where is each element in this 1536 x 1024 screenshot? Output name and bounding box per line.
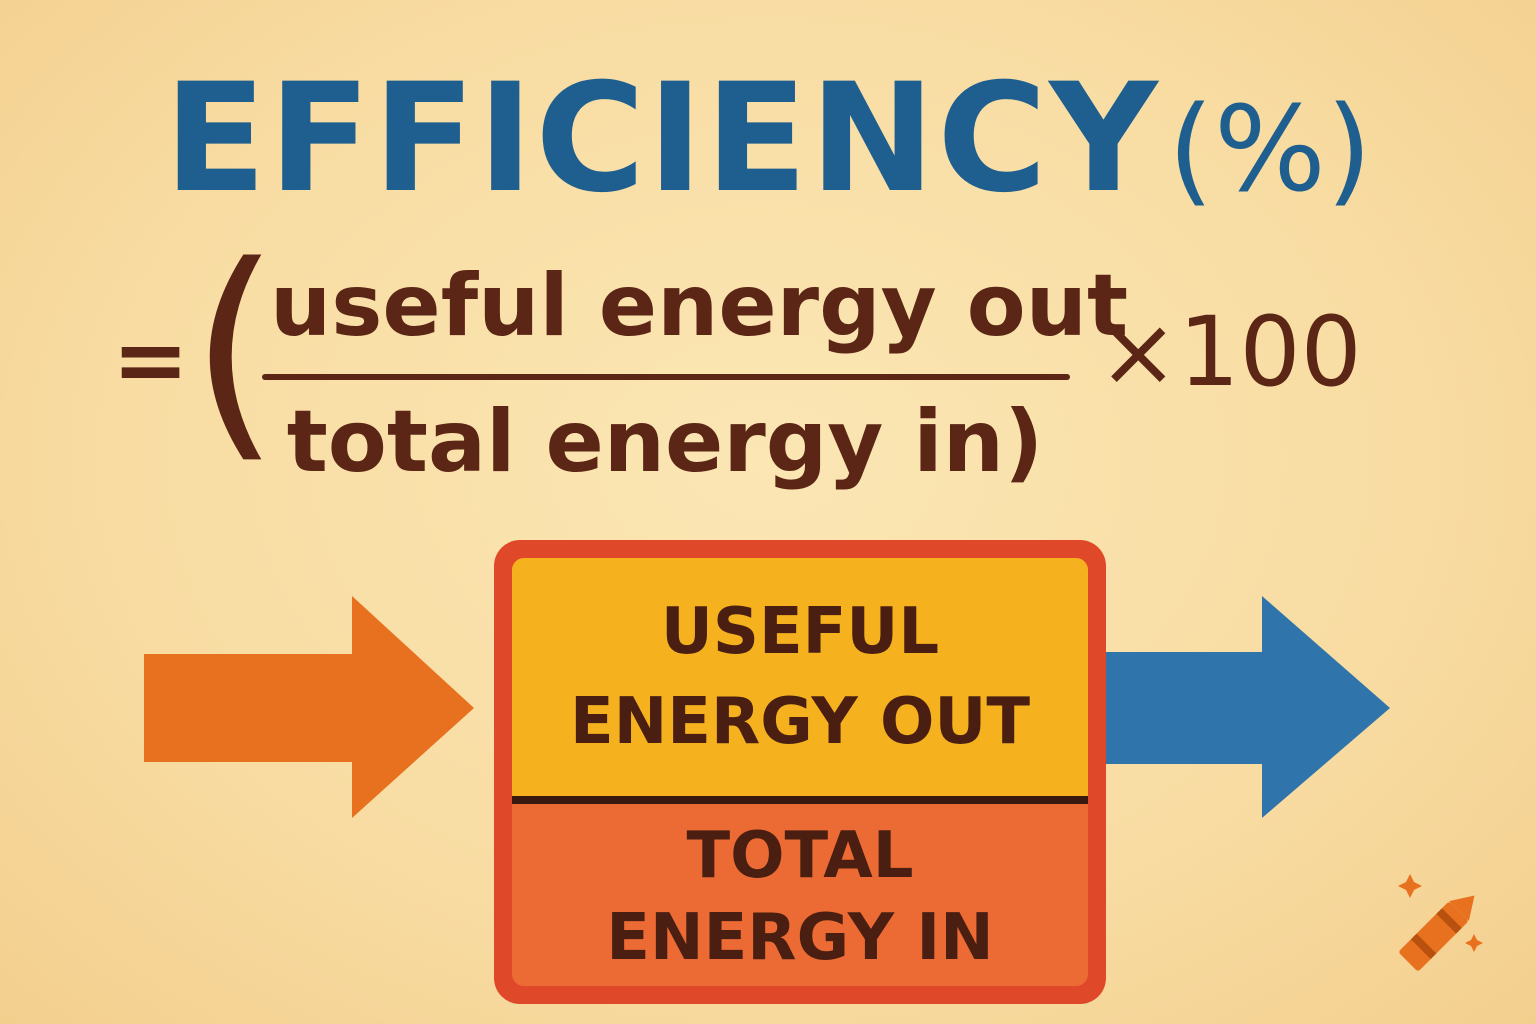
total-line1: TOTAL xyxy=(686,819,914,893)
total-energy-panel: TOTAL ENERGY IN xyxy=(512,804,1088,986)
total-line2: ENERGY IN xyxy=(606,901,994,975)
formula-numerator: useful energy out xyxy=(270,256,1129,356)
equals-sign: = xyxy=(112,306,190,413)
box-divider xyxy=(512,796,1088,804)
open-paren: ( xyxy=(190,217,280,484)
title-percent: (%) xyxy=(1167,80,1372,218)
crayon-icon xyxy=(1398,874,1483,971)
formula-denominator: total energy in) xyxy=(286,392,1044,492)
efficiency-box: USEFUL ENERGY OUT TOTAL ENERGY IN xyxy=(494,540,1106,1004)
input-arrow-icon xyxy=(144,596,474,818)
useful-line2: ENERGY OUT xyxy=(569,685,1031,759)
useful-energy-panel: USEFUL ENERGY OUT xyxy=(512,558,1088,796)
output-arrow-icon xyxy=(1104,596,1390,818)
fraction-line xyxy=(262,374,1070,380)
page-title: EFFICIENCY(%) xyxy=(0,52,1536,226)
useful-line1: USEFUL xyxy=(660,595,940,669)
title-word: EFFICIENCY xyxy=(163,52,1160,226)
formula-multiplier: ×100 xyxy=(1098,296,1362,408)
